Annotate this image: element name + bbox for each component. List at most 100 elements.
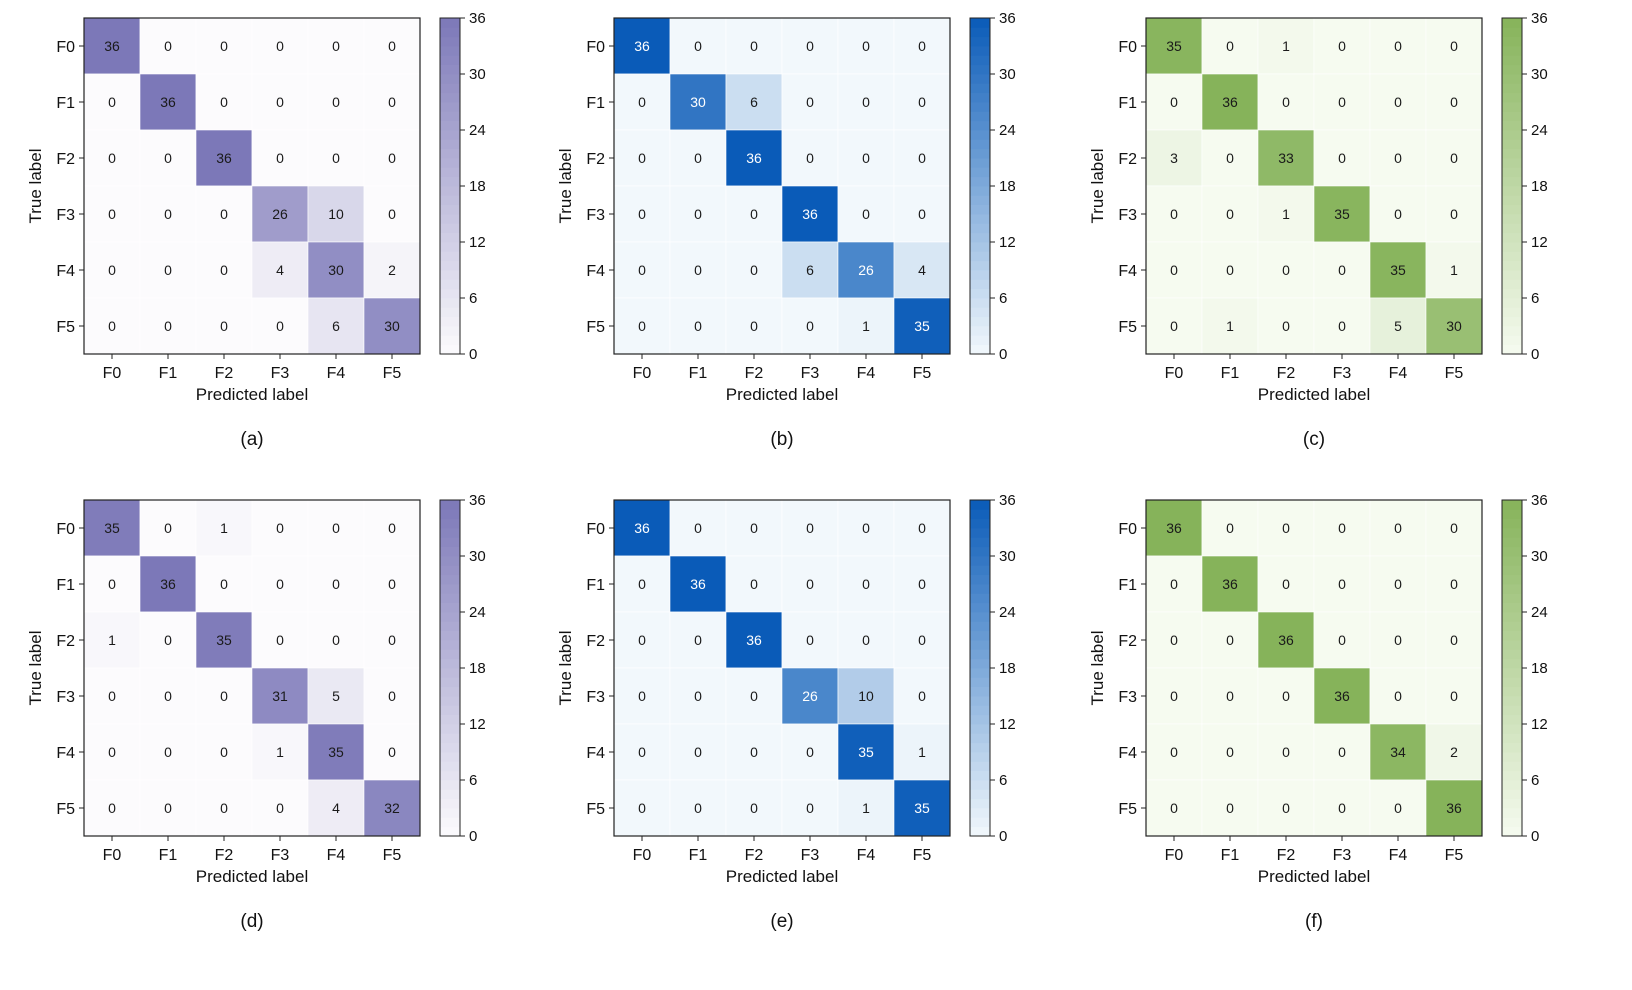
- cell-value-label: 0: [164, 744, 172, 760]
- colorbar-segment: [970, 658, 990, 669]
- cell-value-label: 0: [108, 150, 116, 166]
- x-tick-label: F3: [271, 365, 290, 382]
- colorbar-segment: [1502, 808, 1522, 818]
- colorbar-segment: [1502, 780, 1522, 790]
- cell-value-label: 0: [638, 262, 646, 278]
- heatmap-cell: [837, 185, 895, 243]
- heatmap-cell: [1257, 73, 1315, 131]
- heatmap-cell: [1201, 667, 1259, 725]
- colorbar-segment: [970, 677, 990, 688]
- cell-value-label: 36: [1446, 800, 1462, 816]
- colorbar-segment: [970, 27, 990, 38]
- x-tick-label: F0: [633, 365, 652, 382]
- cell-value-label: 0: [918, 632, 926, 648]
- colorbar-segment: [1502, 798, 1522, 809]
- colorbar-segment: [440, 195, 460, 206]
- cell-value-label: 1: [108, 632, 116, 648]
- colorbar-segment: [440, 36, 460, 47]
- colorbar-segment: [970, 686, 990, 697]
- y-axis-label: True label: [26, 631, 45, 706]
- colorbar-segment: [970, 55, 990, 66]
- colorbar-segment: [1502, 46, 1522, 56]
- y-tick-label: F4: [1118, 263, 1137, 280]
- cell-value-label: 0: [388, 150, 396, 166]
- heatmap-cell: [1257, 129, 1315, 187]
- heatmap-cell: [613, 241, 671, 299]
- colorbar-segment: [1502, 770, 1522, 781]
- colorbar-segment: [440, 602, 460, 613]
- y-tick-label: F4: [56, 263, 75, 280]
- colorbar-segment: [1502, 111, 1522, 122]
- cell-value-label: 0: [1282, 318, 1290, 334]
- heatmap-cell: [83, 17, 141, 75]
- cell-value-label: 36: [160, 94, 176, 110]
- heatmap-cell: [613, 611, 671, 669]
- colorbar-tick-label: 30: [999, 548, 1016, 565]
- cell-value-label: 0: [694, 38, 702, 54]
- x-tick-label: F2: [1277, 365, 1296, 382]
- cell-value-label: 0: [694, 800, 702, 816]
- colorbar-segment: [440, 630, 460, 641]
- cell-value-label: 0: [638, 744, 646, 760]
- heatmap-cell: [613, 779, 671, 837]
- cell-value-label: 0: [862, 38, 870, 54]
- x-tick-label: F1: [1221, 847, 1240, 864]
- colorbar-segment: [440, 139, 460, 150]
- x-tick-label: F0: [103, 365, 122, 382]
- colorbar-segment: [970, 307, 990, 318]
- heatmap-cell: [307, 555, 365, 613]
- colorbar-segment: [440, 705, 460, 716]
- y-tick-label: F5: [56, 319, 75, 336]
- colorbar-segment: [440, 120, 460, 131]
- colorbar-segment: [440, 316, 460, 327]
- x-tick-label: F3: [801, 365, 820, 382]
- heatmap-cell: [307, 499, 365, 557]
- colorbar-segment: [1502, 251, 1522, 262]
- colorbar-segment: [970, 167, 990, 178]
- cell-value-label: 34: [1390, 744, 1406, 760]
- cell-value-label: 0: [1338, 262, 1346, 278]
- colorbar-segment: [1502, 102, 1522, 112]
- cell-value-label: 0: [1338, 744, 1346, 760]
- colorbar-tick-label: 6: [1531, 290, 1539, 307]
- cell-value-label: 36: [690, 576, 706, 592]
- colorbar-segment: [440, 817, 460, 828]
- colorbar-segment: [970, 733, 990, 744]
- heatmap-cell: [1369, 555, 1427, 613]
- cell-value-label: 0: [276, 576, 284, 592]
- colorbar-segment: [1502, 130, 1522, 140]
- cell-value-label: 0: [1282, 800, 1290, 816]
- cell-value-label: 0: [750, 206, 758, 222]
- colorbar-segment: [970, 83, 990, 94]
- colorbar-segment: [1502, 630, 1522, 641]
- colorbar-segment: [970, 102, 990, 112]
- colorbar-segment: [1502, 649, 1522, 660]
- plot-frame: [1145, 17, 1483, 355]
- heatmap-cell: [613, 17, 671, 75]
- cell-value-label: 0: [108, 206, 116, 222]
- colorbar-segment: [440, 55, 460, 66]
- colorbar-segment: [1502, 260, 1522, 271]
- cell-value-label: 0: [750, 520, 758, 536]
- heatmap-cell: [251, 723, 309, 781]
- cell-value-label: 0: [1282, 576, 1290, 592]
- cell-value-label: 0: [1450, 94, 1458, 110]
- x-tick-label: F0: [633, 847, 652, 864]
- colorbar-segment: [440, 696, 460, 706]
- cell-value-label: 0: [750, 576, 758, 592]
- colorbar-segment: [440, 223, 460, 234]
- colorbar-segment: [970, 798, 990, 809]
- colorbar-segment: [440, 288, 460, 299]
- colorbar-segment: [970, 565, 990, 576]
- heatmap-cell: [725, 297, 783, 355]
- heatmap-cell: [83, 723, 141, 781]
- colorbar-tick-label: 36: [999, 10, 1016, 27]
- colorbar-segment: [1502, 696, 1522, 706]
- colorbar-segment: [1502, 148, 1522, 159]
- heatmap-cell: [1145, 555, 1203, 613]
- cell-value-label: 0: [806, 94, 814, 110]
- heatmap-cell: [893, 667, 951, 725]
- heatmap-cell: [669, 297, 727, 355]
- colorbar-segment: [970, 742, 990, 753]
- cell-value-label: 0: [1170, 576, 1178, 592]
